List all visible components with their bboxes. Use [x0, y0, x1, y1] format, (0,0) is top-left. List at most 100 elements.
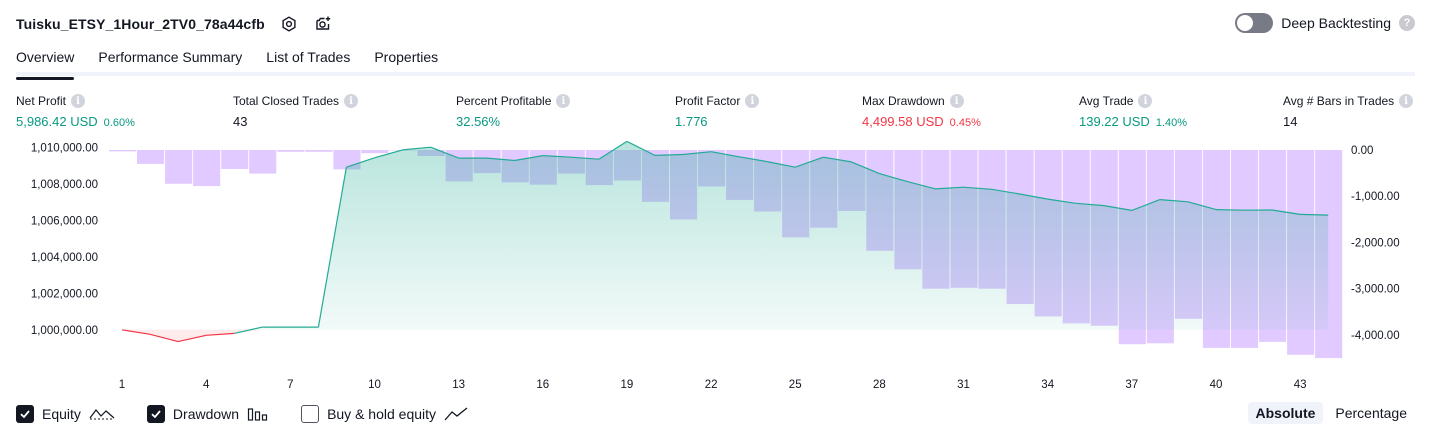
drawdown-bar — [109, 150, 137, 152]
equity-line-segment — [1187, 201, 1217, 211]
legend-buy-hold[interactable]: Buy & hold equity — [301, 405, 468, 423]
equity-line-segment — [710, 151, 740, 158]
x-tick-label: 25 — [789, 379, 802, 391]
metric-percent: 0.60% — [103, 117, 135, 129]
absolute-button[interactable]: Absolute — [1247, 402, 1324, 424]
tab-list-of-trades[interactable]: List of Trades — [266, 49, 351, 65]
drawdown-checkbox[interactable] — [146, 405, 165, 423]
equity-line-segment — [991, 188, 1020, 195]
metric-value: 4,499.58 USD — [862, 114, 944, 129]
y-right-tick-label: 0.00 — [1351, 145, 1373, 157]
metric-value: 1.776 — [675, 114, 708, 129]
equity-line-segment — [766, 161, 796, 168]
equity-line-segment — [570, 156, 599, 160]
equity-line-segment — [682, 151, 712, 156]
buy-hold-line-icon — [444, 407, 468, 421]
tab-overview[interactable]: Overview — [16, 46, 75, 80]
x-tick-label: 10 — [368, 379, 381, 391]
metric-avg-bars: Avg # Bars in Trades i 14 — [1283, 93, 1414, 129]
metric-label: Avg # Bars in Trades — [1283, 94, 1395, 108]
deep-backtesting-toggle[interactable] — [1235, 13, 1274, 33]
metric-profit-factor: Profit Factor i 1.776 — [675, 93, 760, 129]
x-tick-label: 28 — [873, 379, 886, 391]
metric-total-closed-trades: Total Closed Trades i 43 — [233, 93, 359, 129]
drawdown-bar — [277, 150, 305, 152]
info-icon[interactable]: i — [556, 94, 571, 108]
drawdown-bar — [361, 150, 389, 154]
buy-hold-checkbox[interactable] — [301, 405, 320, 423]
y-left-tick-label: 1,006,000.00 — [31, 216, 98, 228]
y-right-tick-label: -4,000.00 — [1351, 330, 1400, 342]
metric-label: Net Profit — [16, 94, 67, 108]
drawdown-bar — [137, 150, 165, 164]
equity-line-icon — [89, 409, 115, 420]
equity-checkbox[interactable] — [16, 405, 34, 423]
deep-backtesting: Deep Backtesting ? — [1235, 13, 1415, 33]
scale-mode-toggle: Absolute Percentage — [1247, 402, 1416, 424]
gear-icon[interactable] — [279, 14, 299, 34]
y-left-tick-label: 1,002,000.00 — [31, 288, 98, 300]
metric-label: Avg Trade — [1079, 94, 1134, 108]
metric-label: Total Closed Trades — [233, 94, 340, 108]
legend-equity[interactable]: Equity — [16, 405, 115, 423]
metric-value: 14 — [1283, 114, 1298, 129]
info-icon[interactable]: i — [949, 94, 964, 108]
metric-value: 5,986.42 USD — [16, 114, 98, 129]
equity-line-segment — [1047, 198, 1076, 204]
equity-line-segment — [402, 146, 431, 151]
equity-drawdown-chart[interactable]: 1,000,000.00 1,002,000.00 1,004,000.00 1,00… — [0, 140, 1431, 395]
y-right-tick-label: -3,000.00 — [1351, 284, 1400, 296]
info-icon[interactable]: i — [745, 94, 760, 108]
equity-line-segment — [1103, 205, 1132, 211]
equity-line-segment — [1131, 199, 1161, 211]
drawdown-bar — [305, 150, 333, 152]
equity-line-segment — [907, 181, 936, 190]
drawdown-bar — [165, 150, 193, 184]
equity-line-segment — [738, 156, 768, 163]
camera-plus-icon[interactable] — [313, 14, 333, 34]
legend-equity-label: Equity — [42, 406, 81, 422]
info-icon[interactable]: i — [1399, 94, 1414, 108]
equity-line-segment — [963, 186, 992, 190]
equity-line-segment — [1019, 193, 1048, 200]
equity-line-segment — [430, 146, 459, 159]
drawdown-bar — [193, 150, 221, 187]
tab-properties[interactable]: Properties — [374, 49, 439, 65]
metric-percent: 0.45% — [949, 117, 981, 129]
equity-line-segment — [121, 329, 151, 335]
x-tick-label: 31 — [957, 379, 970, 391]
x-tick-label: 13 — [452, 379, 465, 391]
metric-avg-trade: Avg Trade i 139.22 USD 1.40% — [1079, 93, 1187, 129]
metric-percent-profitable: Percent Profitable i 32.56% — [456, 93, 571, 129]
x-tick-label: 1 — [119, 379, 125, 391]
info-icon[interactable]: i — [344, 94, 359, 108]
metric-label: Percent Profitable — [456, 94, 552, 108]
y-left-tick-label: 1,010,000.00 — [31, 143, 98, 155]
x-tick-label: 16 — [536, 379, 549, 391]
legend-drawdown[interactable]: Drawdown — [146, 405, 269, 423]
drawdown-bar — [221, 150, 249, 169]
equity-line-segment — [1159, 199, 1188, 203]
info-icon[interactable]: i — [1138, 94, 1153, 108]
tab-performance-summary[interactable]: Performance Summary — [98, 49, 243, 65]
legend-buy-hold-label: Buy & hold equity — [327, 406, 437, 422]
metric-value: 43 — [233, 114, 248, 129]
info-icon[interactable]: i — [71, 94, 86, 108]
toggle-knob — [1237, 15, 1254, 31]
percentage-button[interactable]: Percentage — [1335, 405, 1407, 421]
equity-line-segment — [317, 167, 347, 328]
strategy-header: Tuisku_ETSY_1Hour_2TV0_78a44cfb — [16, 12, 333, 36]
equity-line-segment — [206, 332, 235, 336]
equity-line-segment — [374, 149, 403, 159]
x-tick-label: 19 — [621, 379, 634, 391]
equity-line-segment — [823, 156, 852, 163]
drawdown-bars-icon — [247, 408, 268, 421]
tab-bar: Overview Performance Summary List of Tra… — [16, 46, 1415, 80]
help-icon[interactable]: ? — [1399, 15, 1415, 31]
y-left-tick-label: 1,008,000.00 — [31, 179, 98, 191]
metrics-row: Net Profit i 5,986.42 USD 0.60% Total Clos… — [0, 93, 1431, 133]
drawdown-bar — [249, 150, 277, 174]
equity-line-segment — [794, 156, 824, 168]
deep-backtesting-label: Deep Backtesting — [1281, 15, 1391, 31]
equity-line-segment — [1075, 202, 1104, 207]
